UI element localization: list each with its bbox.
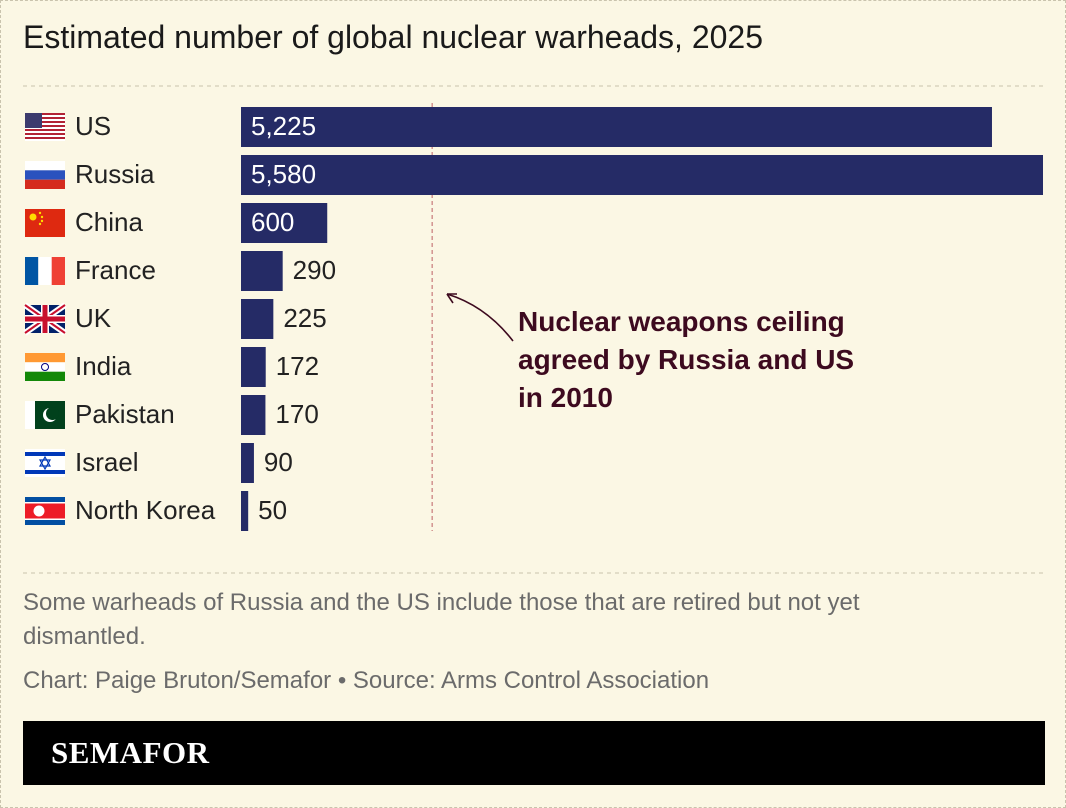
- footer: SEMAFOR: [23, 721, 1045, 785]
- flag-part: [25, 353, 65, 363]
- flag-part: [25, 137, 65, 139]
- bar: [241, 107, 992, 147]
- category-label: Pakistan: [75, 399, 175, 429]
- flag-part: [25, 161, 65, 171]
- flag-part: [25, 401, 35, 429]
- category-label: North Korea: [75, 495, 216, 525]
- category-label: Russia: [75, 159, 155, 189]
- flag-part: [25, 371, 65, 381]
- value-label: 600: [251, 207, 294, 237]
- category-label: China: [75, 207, 143, 237]
- flag-part: [25, 123, 65, 125]
- flag-part: [40, 219, 44, 223]
- category-label: US: [75, 111, 111, 141]
- annotation: Nuclear weapons ceiling agreed by Russia…: [518, 306, 855, 413]
- value-label: 170: [275, 399, 318, 429]
- bar: [241, 443, 254, 483]
- value-label: 90: [264, 447, 293, 477]
- value-label: 50: [258, 495, 287, 525]
- flag-part: [25, 362, 65, 372]
- flag-part: [38, 257, 52, 285]
- bar: [241, 491, 249, 531]
- category-label: France: [75, 255, 156, 285]
- bar: [241, 347, 266, 387]
- flag: [25, 449, 65, 477]
- category-label: Israel: [75, 447, 139, 477]
- flag-part: [25, 115, 65, 117]
- flag-part: [25, 139, 65, 141]
- note: Some warheads of Russia and the US inclu…: [23, 589, 860, 650]
- flag-part: [33, 505, 45, 517]
- flag-part: [25, 257, 39, 285]
- flag-part: [25, 117, 65, 119]
- bar: [241, 395, 266, 435]
- bar: [241, 155, 1043, 195]
- flag-part: [25, 170, 65, 180]
- flag-part: [25, 121, 65, 123]
- flag: [23, 302, 67, 336]
- annotation-arrow: [446, 293, 514, 342]
- flag: [25, 401, 65, 429]
- flag: [25, 497, 65, 525]
- value-label: 290: [293, 255, 336, 285]
- chart-title: Estimated number of global nuclear warhe…: [23, 19, 763, 55]
- flag: [25, 257, 65, 285]
- arrow-head: [446, 293, 457, 304]
- flag-part: [41, 363, 49, 371]
- flag-part: [25, 316, 65, 322]
- flag-part: [25, 133, 65, 135]
- flag: [25, 113, 65, 141]
- flag-part: [25, 503, 65, 519]
- flag-part: [25, 135, 65, 137]
- flag-part: [40, 215, 44, 219]
- value-label: 5,225: [251, 111, 316, 141]
- flag-part: [25, 119, 65, 121]
- flag-part: [25, 127, 65, 129]
- flag-part: [38, 455, 52, 471]
- flag: [25, 353, 65, 381]
- value-label: 225: [283, 303, 326, 333]
- bar: [241, 203, 328, 243]
- flag-part: [25, 113, 65, 115]
- flag-part: [25, 179, 65, 189]
- flag-part: [46, 407, 59, 420]
- flag-part: [25, 470, 65, 474]
- flag-part: [25, 129, 65, 131]
- flag: [25, 209, 65, 237]
- bar: [241, 251, 283, 291]
- flag-part: [25, 113, 42, 128]
- flag-part: [25, 452, 65, 456]
- credit: Chart: Paige Bruton/Semafor • Source: Ar…: [23, 667, 710, 694]
- value-label: 172: [276, 351, 319, 381]
- brand: SEMAFOR: [51, 735, 210, 770]
- flag: [25, 161, 65, 189]
- flag-part: [29, 213, 37, 221]
- flag-part: [38, 211, 42, 215]
- category-label: India: [75, 351, 132, 381]
- flag-part: [51, 257, 65, 285]
- bar: [241, 299, 274, 339]
- flag-part: [38, 222, 42, 226]
- category-label: UK: [75, 303, 112, 333]
- flag-part: [25, 131, 65, 133]
- value-label: 5,580: [251, 159, 316, 189]
- flag-part: [25, 125, 65, 127]
- flag-part: [25, 209, 65, 237]
